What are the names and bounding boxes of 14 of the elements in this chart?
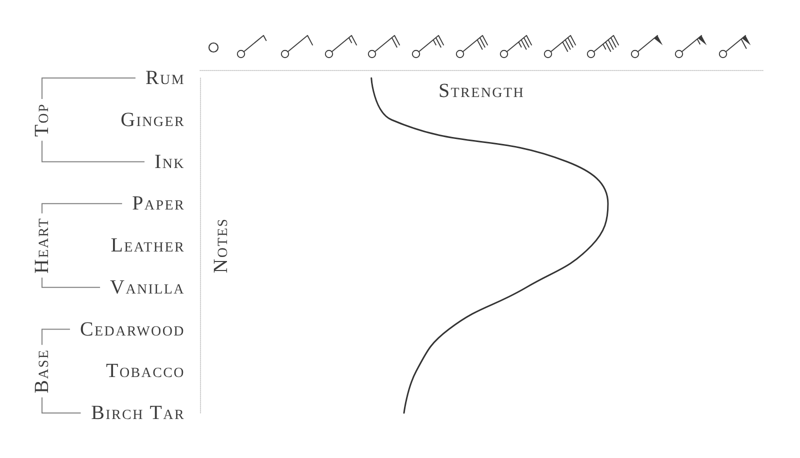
y-tick-label: Vanilla	[110, 276, 185, 298]
text: Heart	[31, 217, 53, 274]
y-tick-label: Ink	[154, 150, 185, 173]
y-axis-title: Notes	[210, 218, 232, 274]
text: Base	[31, 348, 53, 394]
y-tick-label: Ginger	[120, 108, 185, 131]
y-tick-label: Paper	[132, 192, 185, 215]
y-tick-label: Rum	[146, 67, 185, 89]
text: Top	[31, 103, 53, 137]
y-tick-label: Birch Tar	[91, 402, 185, 424]
y-tick-label: Leather	[110, 234, 185, 256]
y-tick-label: Tobacco	[106, 360, 185, 382]
x-axis-title: Strength	[438, 80, 525, 102]
y-tick-label: Cedarwood	[80, 318, 185, 340]
